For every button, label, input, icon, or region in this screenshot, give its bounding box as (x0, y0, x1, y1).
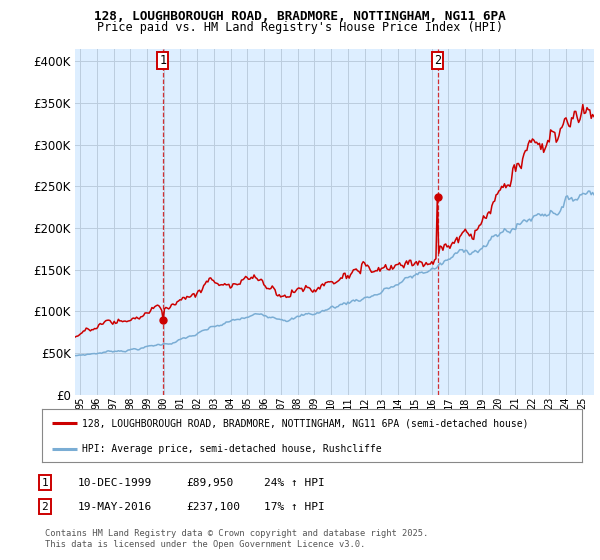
Text: 128, LOUGHBOROUGH ROAD, BRADMORE, NOTTINGHAM, NG11 6PA (semi-detached house): 128, LOUGHBOROUGH ROAD, BRADMORE, NOTTIN… (83, 418, 529, 428)
Text: £89,950: £89,950 (186, 478, 233, 488)
Text: 128, LOUGHBOROUGH ROAD, BRADMORE, NOTTINGHAM, NG11 6PA: 128, LOUGHBOROUGH ROAD, BRADMORE, NOTTIN… (94, 10, 506, 22)
Text: HPI: Average price, semi-detached house, Rushcliffe: HPI: Average price, semi-detached house,… (83, 444, 382, 454)
Text: 2: 2 (41, 502, 49, 512)
Text: 2: 2 (434, 54, 442, 67)
Text: Price paid vs. HM Land Registry's House Price Index (HPI): Price paid vs. HM Land Registry's House … (97, 21, 503, 34)
Text: 10-DEC-1999: 10-DEC-1999 (78, 478, 152, 488)
Text: 1: 1 (159, 54, 166, 67)
Text: 17% ↑ HPI: 17% ↑ HPI (264, 502, 325, 512)
Text: £237,100: £237,100 (186, 502, 240, 512)
Text: 19-MAY-2016: 19-MAY-2016 (78, 502, 152, 512)
Text: 1: 1 (41, 478, 49, 488)
Text: 24% ↑ HPI: 24% ↑ HPI (264, 478, 325, 488)
Text: Contains HM Land Registry data © Crown copyright and database right 2025.
This d: Contains HM Land Registry data © Crown c… (45, 529, 428, 549)
